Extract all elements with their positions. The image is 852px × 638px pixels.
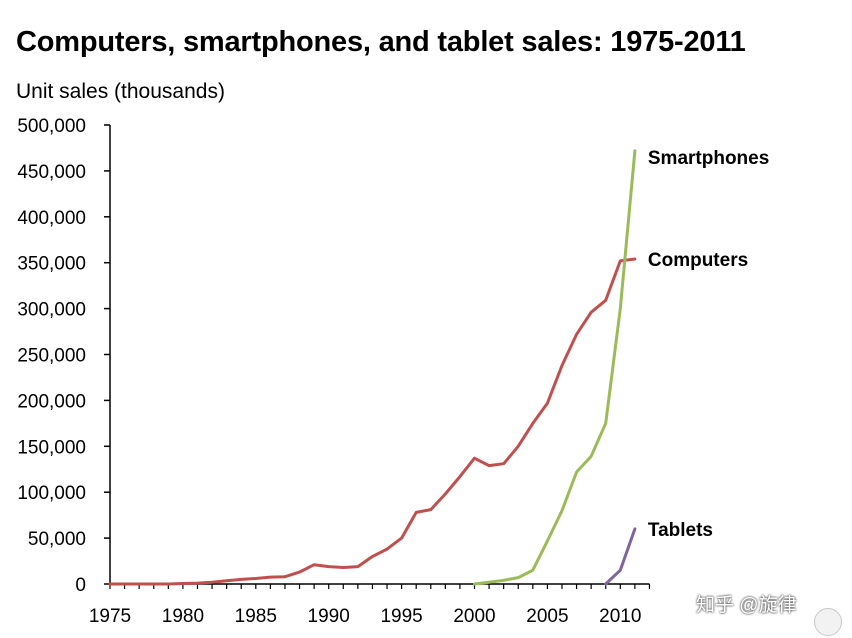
x-tick-label: 1990 — [308, 606, 350, 627]
y-tick-label: 150,000 — [17, 437, 86, 458]
series-label-smartphones: Smartphones — [648, 148, 769, 169]
x-tick-label: 1995 — [380, 606, 422, 627]
watermark-text: 知乎 @旋律 — [696, 595, 797, 616]
y-axis-label: Unit sales (thousands) — [16, 80, 225, 103]
x-tick-label: 2010 — [599, 606, 641, 627]
y-tick-label: 500,000 — [17, 116, 86, 137]
y-tick-label: 50,000 — [28, 529, 86, 550]
series-line-smartphones — [473, 149, 637, 586]
y-tick-label: 100,000 — [17, 483, 86, 504]
x-tick-label: 1975 — [89, 606, 131, 627]
y-tick-label: 300,000 — [17, 300, 86, 321]
y-tick-label: 200,000 — [17, 391, 86, 412]
y-tick-label: 450,000 — [17, 162, 86, 183]
y-tick-label: 400,000 — [17, 208, 86, 229]
chart-title: Computers, smartphones, and tablet sales… — [16, 26, 746, 58]
series-label-tablets: Tablets — [648, 520, 713, 541]
series-line-computers — [108, 257, 637, 586]
x-tick-label: 2005 — [526, 606, 568, 627]
x-tick-label: 1980 — [162, 606, 204, 627]
y-tick-label: 350,000 — [17, 254, 86, 275]
x-tick-label: 1985 — [235, 606, 277, 627]
y-tick-label: 250,000 — [17, 346, 86, 367]
series-label-computers: Computers — [648, 250, 748, 271]
y-tick-label: 0 — [75, 575, 86, 596]
watermark-logo-icon — [814, 608, 842, 636]
x-tick-label: 2000 — [453, 606, 495, 627]
series-line-tablets — [604, 527, 637, 586]
